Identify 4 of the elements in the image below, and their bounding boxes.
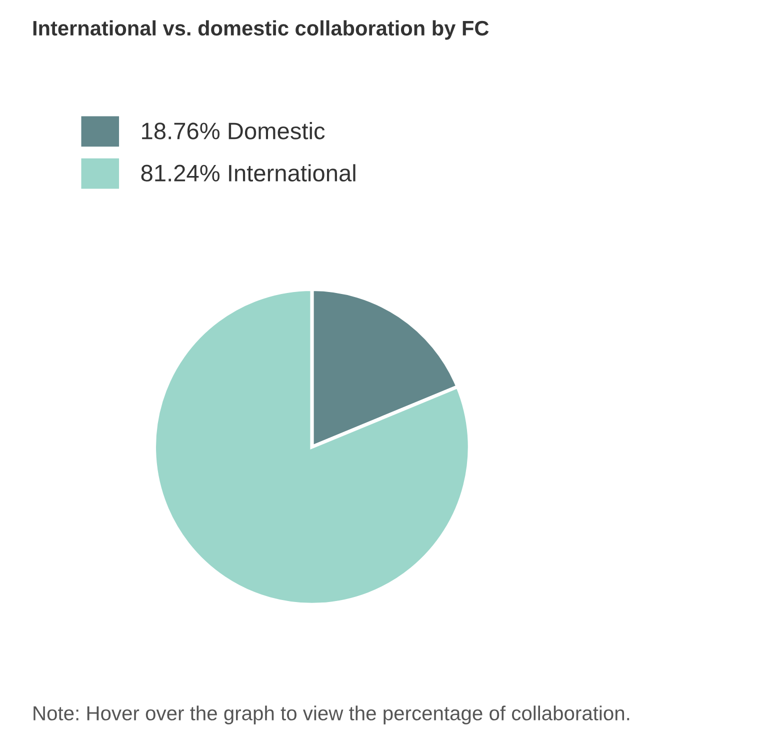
text: Note: Hover over the graph to view the percentage of collaboration. [34,706,630,724]
legend-label: 81.24% International [141,164,356,182]
legend-label: 18.76% Domestic [142,122,325,140]
chart-title: International vs. domestic collaboration by FC [33,20,489,40]
